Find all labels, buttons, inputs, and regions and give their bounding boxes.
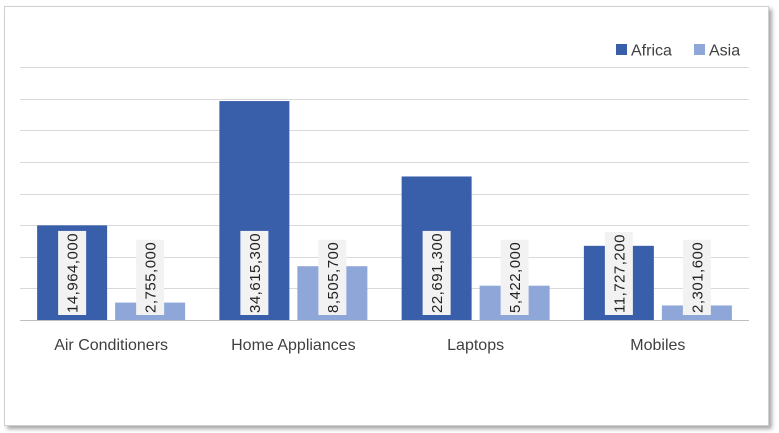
data-label-bg [500,239,529,315]
legend: Africa Asia [616,43,740,60]
legend-swatch-africa [616,44,627,55]
data-label-bg [422,230,451,315]
data-label-africa-3: 11,727,200 [604,232,633,315]
legend-label-africa: Africa [631,43,672,60]
data-label-text: 8,505,700 [325,242,342,313]
data-label-bg [604,232,633,315]
data-label-text: 5,422,000 [507,242,524,313]
data-label-text: 34,615,300 [247,233,264,313]
data-label-asia-0: 2,755,000 [136,239,165,315]
legend-label-asia: Asia [709,43,740,60]
data-label-text: 2,755,000 [143,242,160,313]
data-label-text: 22,691,300 [429,233,446,313]
x-tick-label: Laptops [447,337,504,354]
x-tick-label: Air Conditioners [54,337,168,354]
x-tick-label: Mobiles [630,337,685,354]
data-label-africa-2: 22,691,300 [422,230,451,315]
data-label-africa-0: 14,964,000 [58,230,87,315]
data-label-text: 14,964,000 [65,233,82,313]
data-label-text: 11,727,200 [611,234,628,313]
data-label-bg [58,230,87,315]
data-label-asia-3: 2,301,600 [682,239,711,315]
x-tick-label: Home Appliances [231,337,356,354]
data-label-text: 2,301,600 [689,242,706,313]
data-label-asia-2: 5,422,000 [500,239,529,315]
legend-swatch-asia [694,44,705,55]
data-label-bg [240,230,269,315]
chart-frame [4,6,769,426]
data-label-bg [682,239,711,315]
data-label-bg [136,239,165,315]
x-axis-tick-labels: Air Conditioners Home Appliances Laptops Mo… [54,337,685,354]
data-labels-layer: 14,964,000 2,755,000 34,615,300 8,505,700 22… [58,230,711,315]
data-label-africa-1: 34,615,300 [240,230,269,315]
data-label-bg [318,239,347,315]
data-label-asia-1: 8,505,700 [318,239,347,315]
